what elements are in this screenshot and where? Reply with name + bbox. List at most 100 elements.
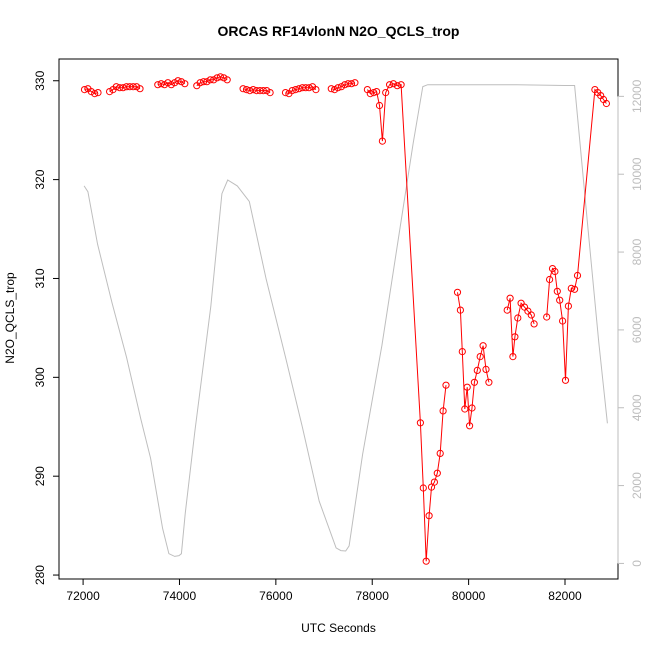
data-point bbox=[463, 383, 471, 391]
data-point bbox=[567, 284, 575, 292]
data-point bbox=[482, 365, 490, 373]
data-point bbox=[157, 80, 165, 88]
data-point bbox=[249, 86, 257, 94]
data-point bbox=[397, 81, 405, 89]
data-point bbox=[546, 275, 554, 284]
series-line-segment-8 bbox=[366, 83, 447, 562]
data-point bbox=[543, 313, 551, 321]
data-point bbox=[453, 288, 462, 296]
data-point bbox=[422, 557, 430, 565]
n2o-series bbox=[80, 73, 611, 565]
data-point bbox=[112, 83, 120, 91]
series-line-segment-10 bbox=[506, 298, 535, 357]
data-point bbox=[331, 86, 339, 94]
y2-tick-label: 12000 bbox=[630, 79, 644, 113]
x-tick-label: 74000 bbox=[163, 589, 197, 603]
data-point bbox=[341, 81, 349, 89]
data-point bbox=[129, 83, 137, 91]
data-point bbox=[382, 89, 390, 97]
data-point bbox=[256, 87, 264, 95]
series-line-segment-9 bbox=[457, 292, 490, 426]
data-point bbox=[200, 78, 208, 86]
data-point bbox=[571, 285, 579, 293]
data-point bbox=[466, 422, 474, 430]
data-point bbox=[216, 73, 224, 81]
data-point bbox=[94, 89, 102, 97]
data-point bbox=[259, 87, 267, 95]
y-tick-label: 290 bbox=[33, 466, 47, 486]
data-point bbox=[351, 79, 359, 87]
data-point bbox=[439, 407, 447, 415]
data-point bbox=[433, 469, 441, 477]
data-point bbox=[430, 478, 438, 486]
x-tick-label: 72000 bbox=[66, 589, 100, 603]
data-point bbox=[181, 80, 189, 88]
x-tick-label: 80000 bbox=[452, 589, 486, 603]
data-point bbox=[509, 353, 517, 361]
y2-tick-label: 10000 bbox=[630, 157, 644, 191]
data-point bbox=[456, 306, 464, 314]
data-point bbox=[213, 74, 221, 82]
altitude-line bbox=[83, 84, 608, 557]
data-point bbox=[468, 404, 476, 412]
data-point bbox=[288, 87, 296, 95]
y-axis-label: N2O_QCLS_trop bbox=[3, 272, 17, 364]
y-axis: 280 290 300 310 320 330 bbox=[33, 70, 60, 585]
data-point bbox=[298, 84, 306, 92]
data-point bbox=[246, 87, 254, 95]
data-point bbox=[292, 86, 300, 94]
data-point bbox=[511, 333, 519, 341]
data-point bbox=[242, 86, 251, 94]
data-point bbox=[223, 76, 231, 84]
plot-frame bbox=[58, 58, 619, 580]
data-point bbox=[295, 85, 303, 93]
y2-tick-label: 0 bbox=[630, 560, 644, 567]
data-point bbox=[206, 76, 214, 84]
y2-tick-label: 2000 bbox=[630, 472, 644, 499]
data-point bbox=[564, 302, 573, 310]
data-point bbox=[154, 81, 162, 89]
y-tick-label: 280 bbox=[33, 565, 47, 585]
y-tick-label: 300 bbox=[33, 367, 47, 387]
series-line-segment-4 bbox=[196, 76, 228, 87]
data-point bbox=[527, 311, 535, 319]
data-point bbox=[419, 484, 427, 492]
data-point bbox=[80, 86, 89, 94]
data-point bbox=[312, 86, 320, 94]
data-point bbox=[442, 381, 450, 389]
data-point bbox=[485, 378, 493, 386]
data-point bbox=[305, 84, 313, 92]
y2-axis: 0 2000 4000 6000 8000 10000 12000 bbox=[617, 79, 644, 567]
data-point bbox=[327, 85, 335, 93]
data-point bbox=[91, 90, 99, 98]
data-point bbox=[302, 84, 310, 92]
data-point bbox=[476, 353, 484, 361]
data-point bbox=[347, 80, 356, 88]
data-point bbox=[436, 449, 444, 457]
series-line-segment-2 bbox=[109, 86, 141, 93]
data-point bbox=[530, 320, 538, 328]
data-point bbox=[266, 89, 274, 97]
y2-tick-label: 8000 bbox=[630, 238, 644, 265]
data-point bbox=[389, 80, 397, 88]
data-point bbox=[375, 101, 384, 110]
data-point bbox=[203, 78, 211, 86]
y2-tick-label: 4000 bbox=[630, 394, 644, 421]
data-point bbox=[239, 85, 247, 93]
data-point bbox=[425, 512, 433, 520]
data-point bbox=[386, 81, 394, 89]
x-axis: 72000 74000 76000 78000 80000 82000 bbox=[66, 578, 582, 603]
x-tick-label: 76000 bbox=[259, 589, 293, 603]
data-point bbox=[393, 82, 401, 90]
y-tick-label: 330 bbox=[33, 70, 47, 90]
altitude-series bbox=[83, 84, 608, 557]
data-point bbox=[561, 376, 570, 384]
data-point bbox=[136, 85, 144, 93]
data-point bbox=[473, 366, 481, 374]
data-point bbox=[479, 342, 487, 350]
data-point bbox=[334, 84, 342, 92]
y-tick-label: 320 bbox=[33, 169, 47, 189]
data-point bbox=[461, 405, 469, 413]
series-line-segment-11 bbox=[546, 88, 607, 381]
